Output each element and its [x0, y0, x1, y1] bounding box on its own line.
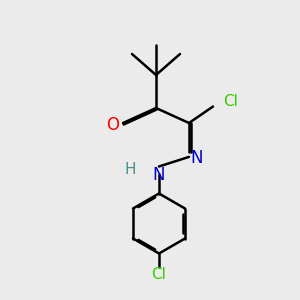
- Text: N: N: [190, 149, 203, 167]
- Text: H: H: [125, 162, 136, 177]
- Text: Cl: Cl: [152, 267, 166, 282]
- Text: O: O: [106, 116, 119, 134]
- Text: N: N: [153, 167, 165, 184]
- Text: Cl: Cl: [224, 94, 238, 109]
